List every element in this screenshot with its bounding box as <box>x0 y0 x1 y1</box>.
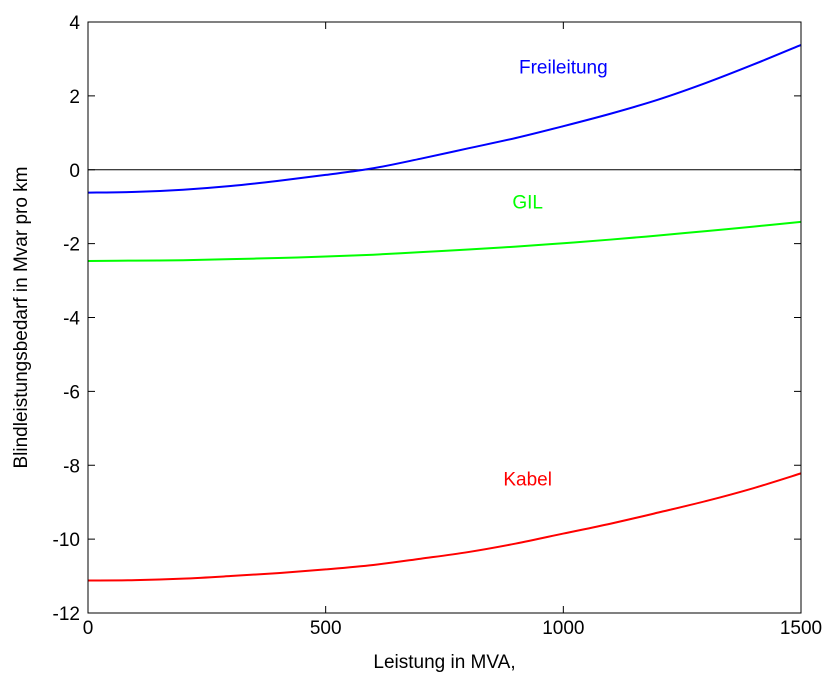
y-tick-label: -12 <box>53 604 80 625</box>
x-tick-label: 1000 <box>542 618 584 639</box>
series-label-gil: GIL <box>512 193 543 214</box>
y-tick-label: -6 <box>63 382 80 403</box>
series-label-kabel: Kabel <box>503 470 552 491</box>
y-tick-label: -8 <box>63 456 80 477</box>
y-tick-label: -2 <box>63 235 80 256</box>
x-tick-label: 500 <box>310 618 342 639</box>
y-tick-label: 2 <box>69 87 80 108</box>
series-label-freileitung: Freileitung <box>519 58 608 79</box>
x-axis-label: Leistung in MVA, <box>373 652 515 673</box>
series-line-gil <box>87 220 802 262</box>
y-tick-label: 0 <box>69 161 80 182</box>
x-tick-label: 1500 <box>780 618 822 639</box>
y-axis-label: Blindleistungsbedarf in Mvar pro km <box>11 166 32 468</box>
x-tick-label: 0 <box>83 618 94 639</box>
axis-ticks: 0 500 1000 1500 -12 -10 -8 -6 -4 -2 0 2 4 <box>53 13 823 639</box>
series-line-kabel <box>87 472 802 582</box>
series-line-freileitung <box>87 43 802 194</box>
series-layer <box>87 43 802 582</box>
y-tick-label: 4 <box>69 13 80 34</box>
y-tick-label: -10 <box>53 530 80 551</box>
series-labels: Freileitung GIL Kabel <box>503 58 607 491</box>
plot-area-background <box>88 22 801 613</box>
y-tick-label: -4 <box>63 309 80 330</box>
